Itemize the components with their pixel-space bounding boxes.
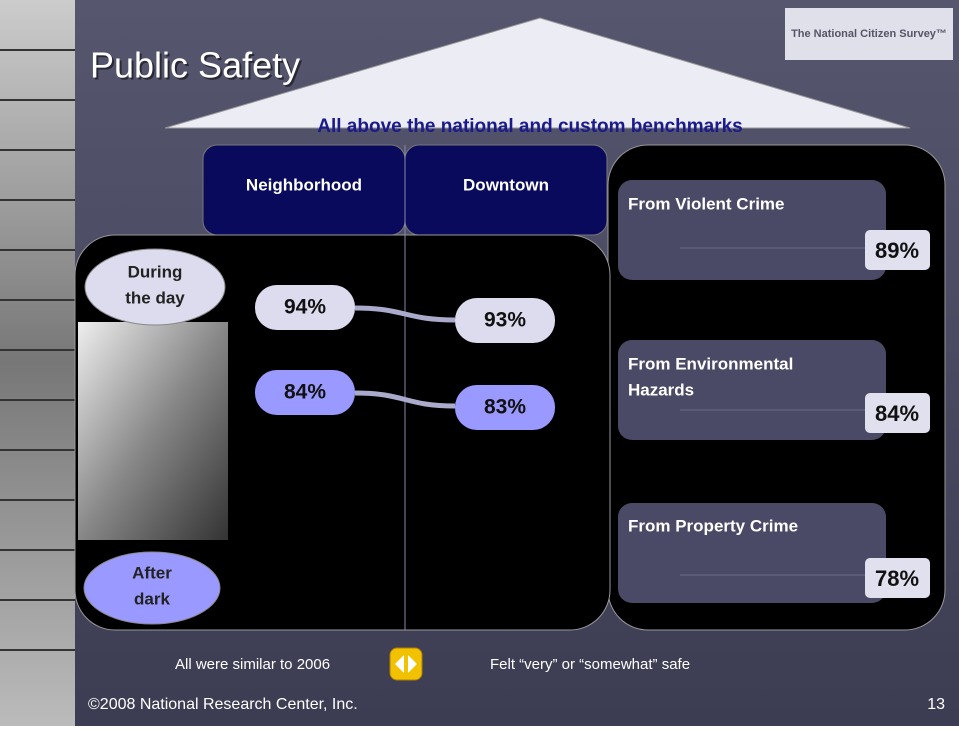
- row-label: dark: [134, 589, 170, 608]
- footer-copyright: ©2008 National Research Center, Inc.: [88, 696, 358, 713]
- banner: All above the national and custom benchm…: [317, 116, 743, 137]
- page-number: 13: [927, 696, 945, 713]
- row-oval: [85, 249, 225, 325]
- row-label: During: [128, 262, 183, 281]
- safety-boxes: From Violent Crime From Environmental Ha…: [618, 180, 930, 603]
- percent: 83%: [484, 396, 526, 419]
- safety-label: From Property Crime: [628, 516, 798, 535]
- safety-value: 84%: [875, 401, 919, 426]
- column-header: Neighborhood: [246, 175, 362, 194]
- photo: [78, 322, 228, 540]
- safety-value: 78%: [875, 566, 919, 591]
- column-header: Downtown: [463, 175, 549, 194]
- photo-strip: [0, 0, 75, 726]
- similar-icon: [390, 648, 422, 680]
- row-label: After: [132, 563, 172, 582]
- note: Felt “very” or “somewhat” safe: [490, 656, 690, 673]
- row-label: the day: [125, 288, 185, 307]
- safety-label: From Environmental: [628, 354, 793, 373]
- percent: 84%: [284, 381, 326, 404]
- slide: The National Citizen Survey™ Public Safe…: [0, 0, 959, 726]
- percent: 94%: [284, 296, 326, 319]
- note: All were similar to 2006: [175, 656, 330, 673]
- percent: 93%: [484, 309, 526, 332]
- logo: The National Citizen Survey™: [791, 28, 947, 40]
- safety-value: 89%: [875, 238, 919, 263]
- title: Public Safety: [90, 45, 300, 86]
- safety-label: Hazards: [628, 380, 694, 399]
- safety-label: From Violent Crime: [628, 194, 785, 213]
